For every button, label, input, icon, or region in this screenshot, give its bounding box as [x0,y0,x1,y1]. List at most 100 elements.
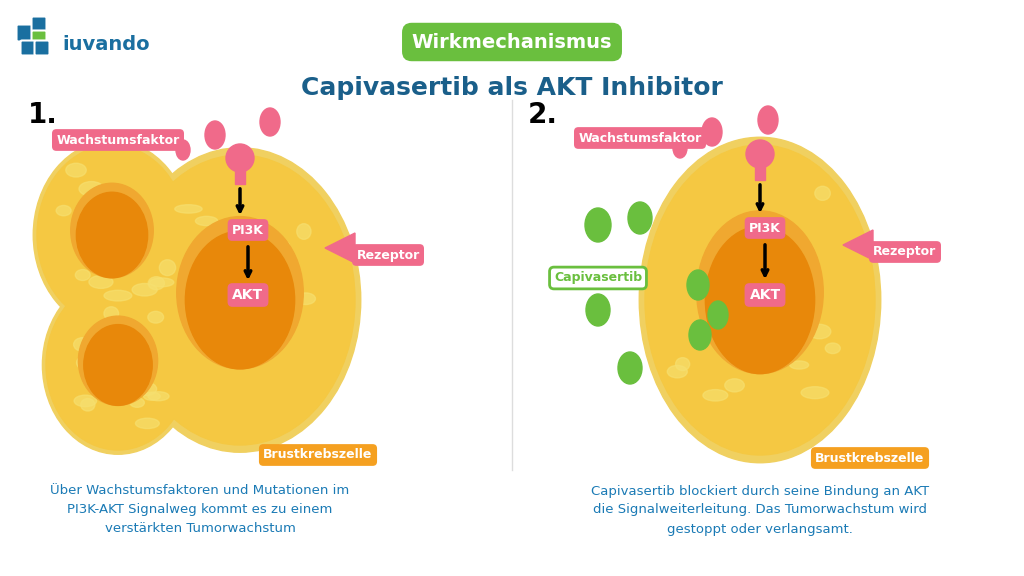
FancyBboxPatch shape [20,40,36,55]
Ellipse shape [586,294,610,326]
Text: iuvando: iuvando [62,36,150,55]
FancyBboxPatch shape [35,40,49,55]
Text: 1.: 1. [28,101,58,129]
Ellipse shape [808,324,830,339]
Ellipse shape [77,355,96,370]
Ellipse shape [175,204,202,213]
Text: Capivasertib als AKT Inhibitor: Capivasertib als AKT Inhibitor [301,76,723,100]
Ellipse shape [196,217,218,226]
Ellipse shape [84,325,153,406]
Ellipse shape [132,283,158,296]
Circle shape [746,140,774,168]
Ellipse shape [150,278,174,287]
Ellipse shape [177,217,303,369]
Ellipse shape [125,155,355,445]
Ellipse shape [147,392,169,401]
Text: Capivasertib: Capivasertib [554,271,642,285]
Ellipse shape [87,206,102,215]
Ellipse shape [645,145,874,455]
Text: Capivasertib blockiert durch seine Bindung an AKT
die Signalweiterleitung. Das T: Capivasertib blockiert durch seine Bindu… [591,484,929,536]
Ellipse shape [79,316,158,406]
Ellipse shape [795,271,821,284]
Ellipse shape [618,352,642,384]
Text: Rezeptor: Rezeptor [873,245,937,259]
Ellipse shape [71,183,154,278]
Ellipse shape [185,231,295,369]
FancyArrow shape [755,158,765,180]
Ellipse shape [223,346,248,355]
Ellipse shape [108,363,126,371]
Ellipse shape [74,338,91,351]
Circle shape [226,144,254,172]
Ellipse shape [56,206,71,216]
Ellipse shape [205,121,225,149]
Ellipse shape [236,259,254,268]
Ellipse shape [104,290,132,301]
Ellipse shape [137,382,157,396]
Ellipse shape [135,418,160,429]
Ellipse shape [668,365,687,378]
Ellipse shape [639,137,881,463]
Text: PI3K: PI3K [232,223,264,237]
Ellipse shape [790,361,809,369]
Ellipse shape [66,163,86,177]
Ellipse shape [81,399,95,411]
Ellipse shape [706,226,815,374]
Ellipse shape [297,223,311,239]
Ellipse shape [147,311,164,323]
Ellipse shape [673,138,687,158]
Ellipse shape [801,386,828,399]
Text: 2.: 2. [528,101,558,129]
Ellipse shape [257,291,285,302]
Ellipse shape [76,270,90,281]
Text: Wachstumsfaktor: Wachstumsfaktor [579,131,701,145]
Ellipse shape [266,241,290,250]
Ellipse shape [296,293,315,305]
Ellipse shape [689,320,711,350]
Ellipse shape [130,398,144,407]
Ellipse shape [148,276,165,290]
Ellipse shape [117,211,133,222]
Text: Über Wachstumsfaktoren und Mutationen im
PI3K-AKT Signalweg kommt es zu einem
ve: Über Wachstumsfaktoren und Mutationen im… [50,484,349,536]
Ellipse shape [702,118,722,146]
Ellipse shape [129,242,143,255]
Ellipse shape [33,141,190,329]
Ellipse shape [676,358,690,370]
Ellipse shape [143,392,160,400]
Ellipse shape [628,202,652,234]
FancyBboxPatch shape [32,17,46,32]
Text: AKT: AKT [232,288,263,302]
Ellipse shape [96,227,111,239]
Ellipse shape [79,181,103,196]
Ellipse shape [74,395,96,407]
Ellipse shape [815,186,830,200]
Ellipse shape [119,148,360,452]
Ellipse shape [702,389,728,401]
Ellipse shape [725,379,744,392]
Ellipse shape [687,270,709,300]
Ellipse shape [186,284,207,294]
Ellipse shape [98,372,122,380]
Ellipse shape [205,262,228,270]
Ellipse shape [708,301,728,329]
FancyBboxPatch shape [32,31,46,46]
Ellipse shape [104,307,119,320]
Text: Rezeptor: Rezeptor [356,248,420,262]
Text: Brustkrebszelle: Brustkrebszelle [263,449,373,461]
Text: Brustkrebszelle: Brustkrebszelle [815,452,925,464]
Ellipse shape [42,276,194,454]
Text: PI3K: PI3K [750,222,781,234]
Ellipse shape [696,211,823,374]
Ellipse shape [758,106,778,134]
Polygon shape [843,230,873,260]
Ellipse shape [746,235,768,245]
Ellipse shape [77,192,147,278]
Text: Wachstumsfaktor: Wachstumsfaktor [56,134,179,146]
Text: Wirkmechanismus: Wirkmechanismus [412,32,612,51]
FancyArrow shape [234,162,245,184]
Ellipse shape [176,140,190,160]
Ellipse shape [244,341,271,356]
Ellipse shape [285,294,300,306]
Ellipse shape [774,241,794,251]
Ellipse shape [46,280,190,450]
